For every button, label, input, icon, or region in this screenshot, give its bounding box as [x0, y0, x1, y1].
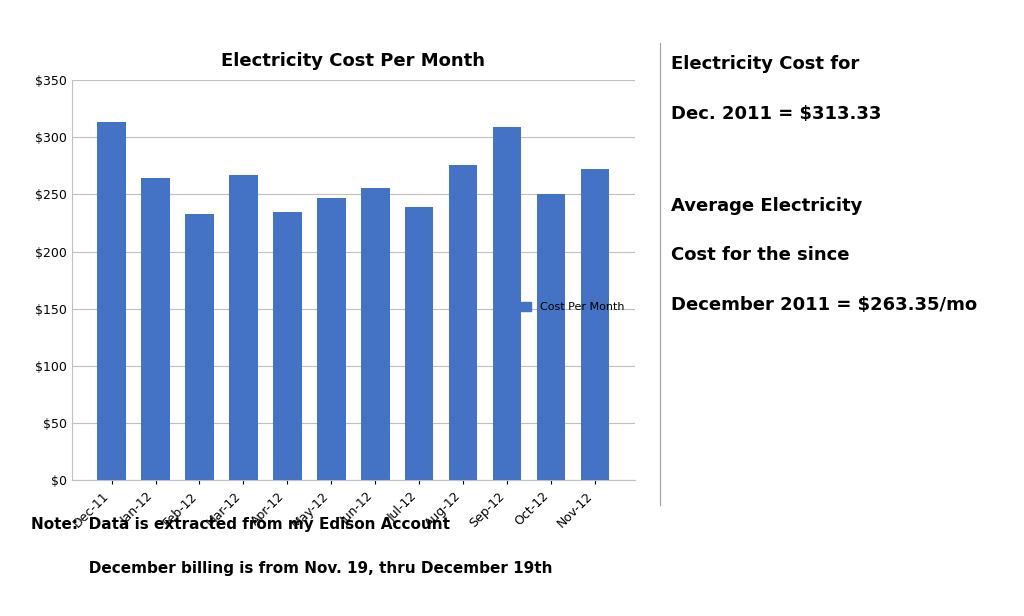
Bar [361, 188, 389, 480]
Text: December billing is from Nov. 19, thru December 19th: December billing is from Nov. 19, thru D… [31, 561, 552, 575]
Bar [493, 127, 521, 480]
Title: Electricity Cost Per Month: Electricity Cost Per Month [221, 52, 485, 70]
Bar [273, 212, 302, 480]
Bar [449, 164, 477, 480]
Text: Note:  Data is extracted from my Edison Account: Note: Data is extracted from my Edison A… [31, 517, 450, 532]
Bar [581, 169, 609, 480]
Bar [317, 198, 345, 480]
Bar [141, 179, 170, 480]
Text: Dec. 2011 = $313.33: Dec. 2011 = $313.33 [671, 105, 881, 123]
Bar [229, 175, 258, 480]
Bar [185, 214, 214, 480]
Legend: Cost Per Month: Cost Per Month [516, 298, 630, 317]
Text: Average Electricity: Average Electricity [671, 197, 862, 215]
Text: Cost for the since: Cost for the since [671, 246, 849, 264]
Bar [537, 195, 565, 480]
Bar [97, 122, 126, 480]
Bar [404, 207, 433, 480]
Text: December 2011 = $263.35/mo: December 2011 = $263.35/mo [671, 296, 977, 314]
Text: Electricity Cost for: Electricity Cost for [671, 55, 859, 73]
